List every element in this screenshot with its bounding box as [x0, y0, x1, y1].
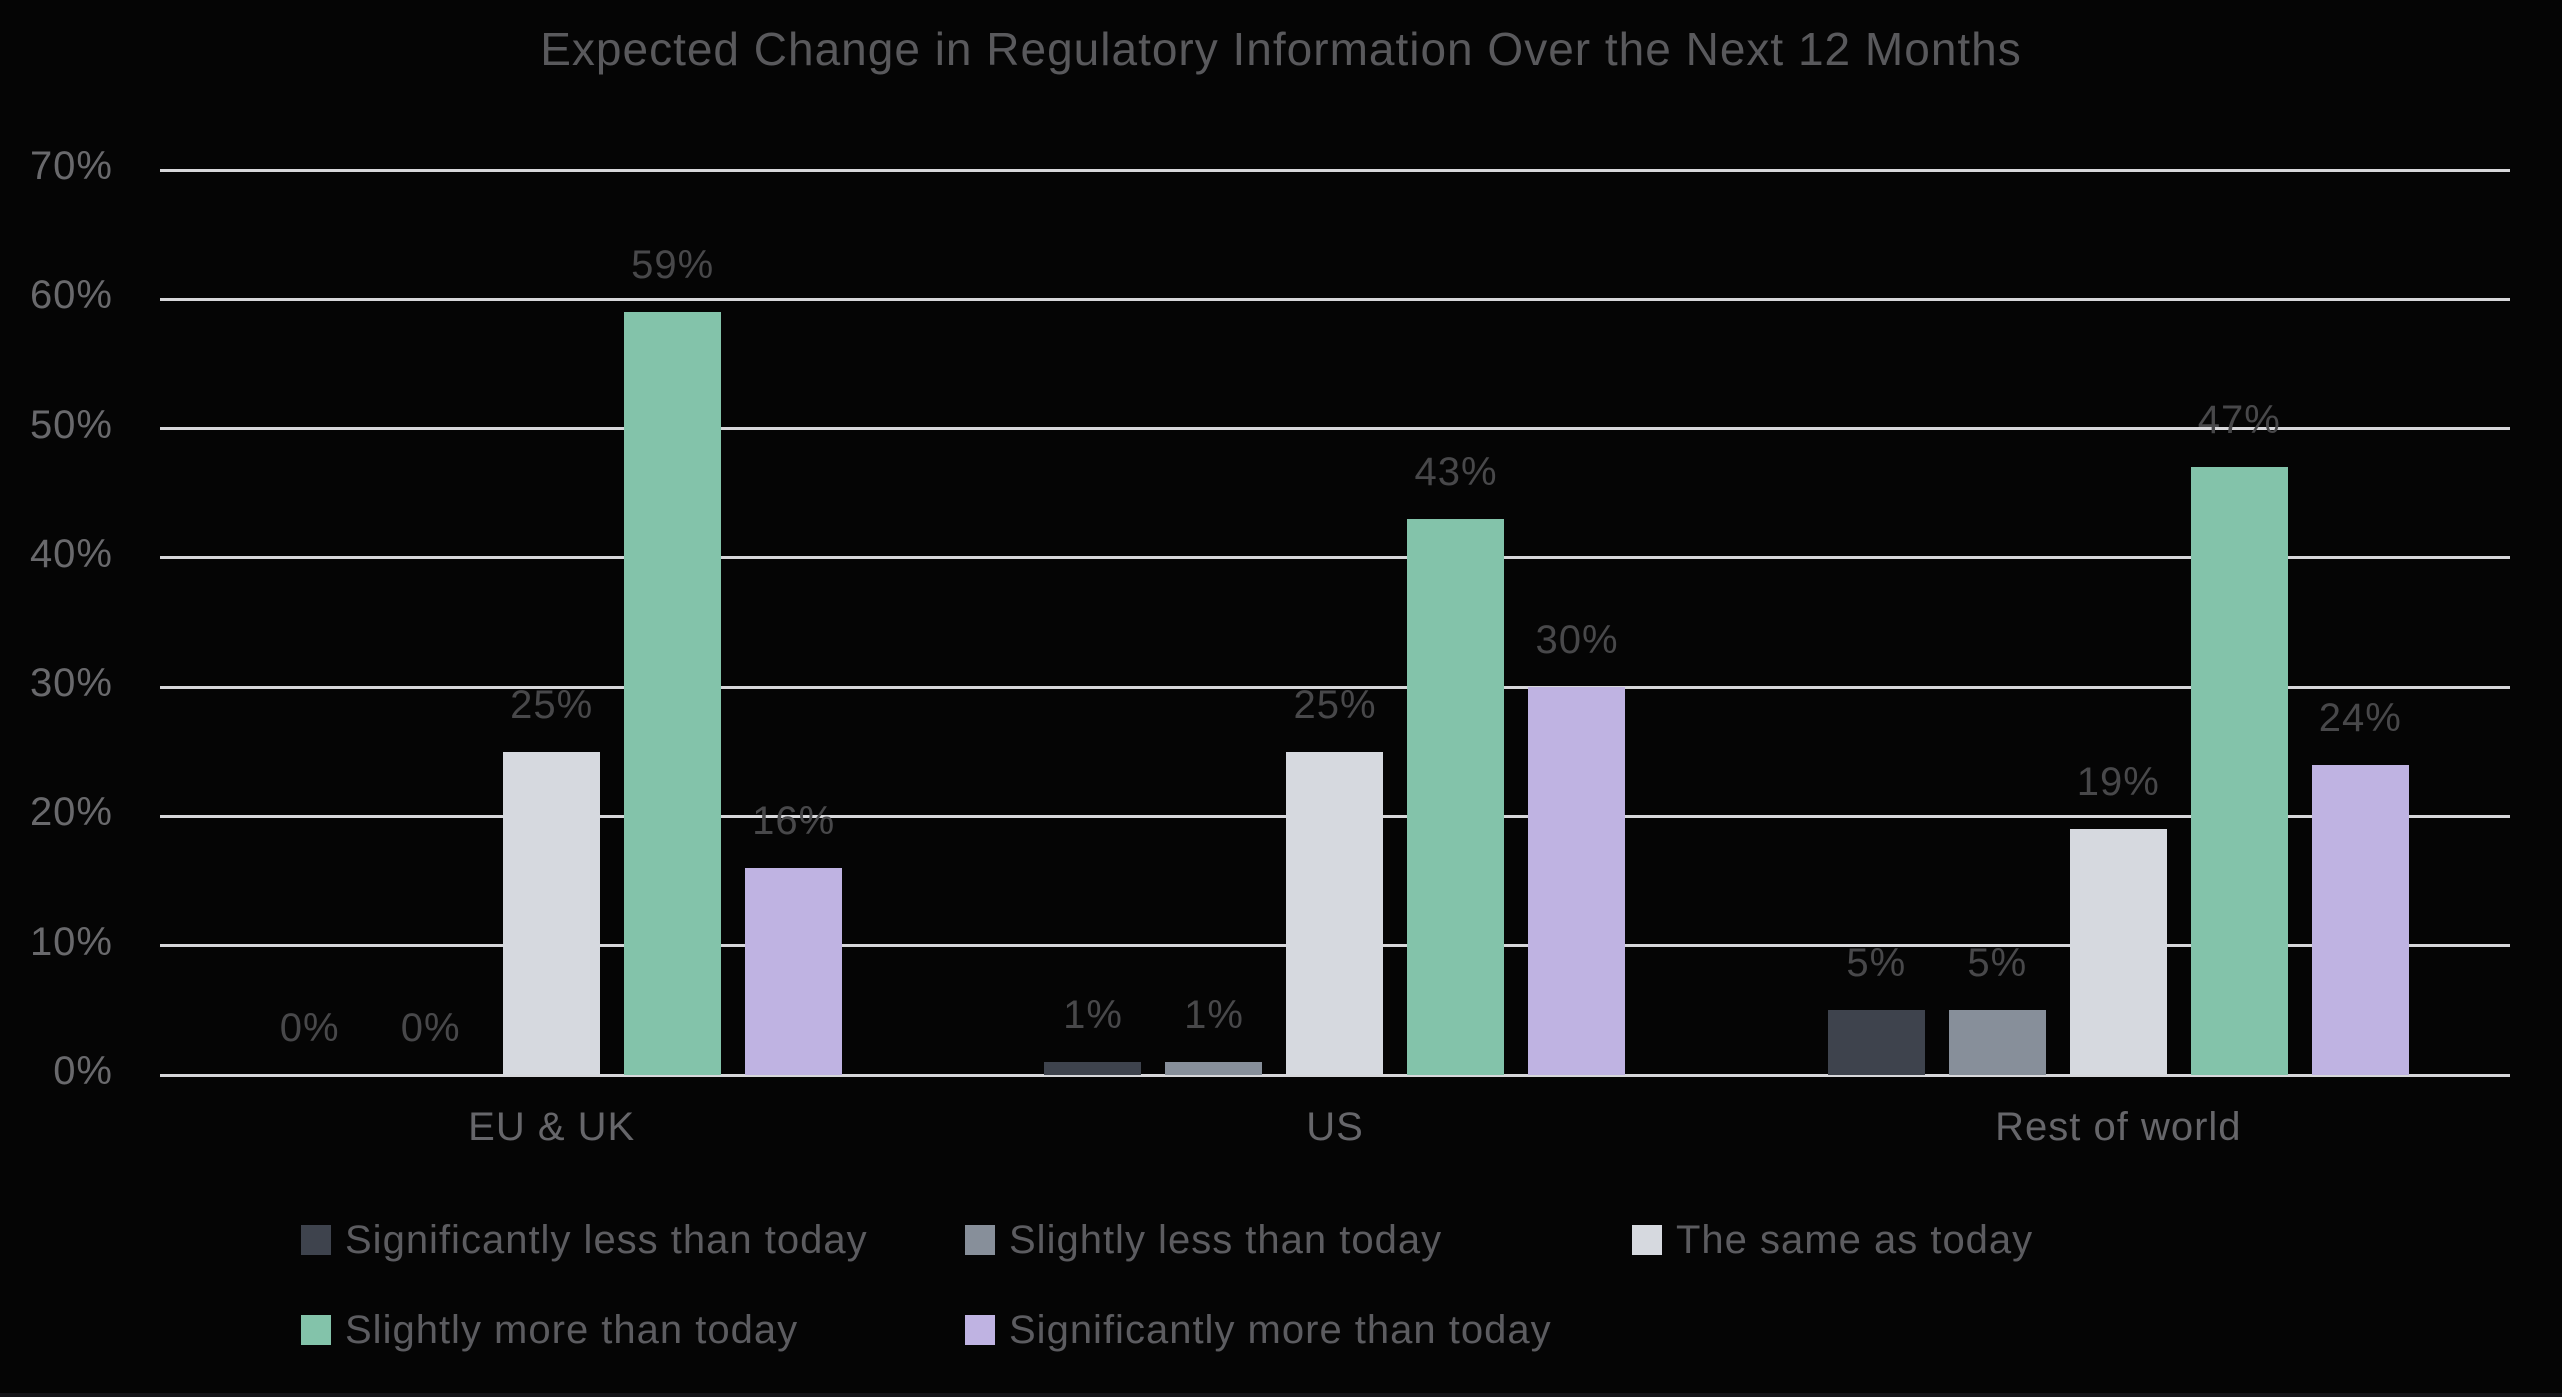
y-axis-tick: 30%	[29, 661, 113, 706]
legend-item[interactable]: Significantly more than today	[965, 1306, 1552, 1354]
chart-title: Expected Change in Regulatory Informatio…	[540, 23, 2022, 75]
bar-slot: 16%	[745, 170, 843, 1075]
bar-value-label: 59%	[631, 243, 715, 288]
bar-value-label: 1%	[1063, 993, 1123, 1038]
bar[interactable]	[1286, 751, 1384, 1075]
bar-slot: 25%	[503, 170, 601, 1075]
bar[interactable]	[1528, 687, 1626, 1075]
bar-slot: 24%	[2311, 170, 2409, 1075]
bar-value-label: 25%	[510, 682, 594, 727]
y-axis-tick: 10%	[29, 919, 113, 964]
bar[interactable]	[624, 312, 722, 1075]
legend-label: Slightly more than today	[345, 1307, 799, 1352]
gridline-0%	[160, 1073, 2510, 1077]
bar-group-rest-of-world: 5% 5% 19% 47% 24%	[1727, 170, 2510, 1075]
bar-value-label: 24%	[2318, 695, 2402, 740]
legend-item[interactable]: Significantly less than today	[301, 1216, 868, 1264]
bar-slot: 0%	[382, 170, 479, 1075]
legend-item[interactable]: Slightly less than today	[965, 1216, 1442, 1264]
bar-slot: 1%	[1165, 170, 1263, 1075]
bar-value-label: 0%	[279, 1006, 340, 1050]
bar[interactable]	[1165, 1062, 1263, 1075]
bar-value-label: 19%	[2076, 760, 2160, 805]
gridline-30%	[160, 685, 2510, 689]
legend-label: Significantly more than today	[1009, 1307, 1552, 1352]
bar[interactable]	[2069, 829, 2167, 1075]
gridline-60%	[160, 297, 2510, 301]
y-axis-tick: 0%	[53, 1049, 113, 1093]
bar-value-label: 0%	[400, 1006, 461, 1050]
bar-slot: 5%	[1948, 170, 2046, 1075]
bar-value-label: 30%	[1535, 618, 1619, 663]
legend-swatch-icon	[301, 1225, 331, 1255]
bar-value-label: 5%	[1846, 941, 1907, 986]
y-axis-tick: 70%	[29, 144, 113, 188]
bar-slot: 0%	[261, 170, 358, 1075]
bar-group-eu-uk: 0% 0% 25% 59% 16%	[160, 170, 943, 1075]
legend-swatch-icon	[965, 1225, 995, 1255]
x-axis-label: Rest of world	[1995, 1105, 2242, 1149]
bar[interactable]	[745, 868, 843, 1075]
bar-value-label: 16%	[752, 799, 836, 844]
bar-value-label: 47%	[2197, 398, 2281, 443]
bar-value-label: 1%	[1184, 993, 1244, 1038]
legend-swatch-icon	[1632, 1225, 1662, 1255]
bar-groups: 0% 0% 25% 59% 16% 1% 1% 25% 43% 30% 5% 5% 19% 47% 24%	[160, 170, 2510, 1075]
bar-slot: 47%	[2190, 170, 2288, 1075]
gridline-70%	[160, 168, 2510, 172]
bar-slot: 43%	[1407, 170, 1505, 1075]
bar-slot: 5%	[1827, 170, 1925, 1075]
y-axis-tick: 60%	[29, 273, 113, 318]
bar-value-label: 5%	[1967, 941, 2028, 986]
bar[interactable]	[2311, 764, 2409, 1075]
bar[interactable]	[1407, 519, 1505, 1075]
bar[interactable]	[1948, 1010, 2046, 1075]
bar-slot: 59%	[624, 170, 722, 1075]
plot-area: 70% 60% 50% 40% 30% 20% 10% 0% 0% 0% 25% 59% 16% 1% 1%…	[30, 144, 2510, 1093]
y-axis-tick: 20%	[29, 790, 113, 835]
bar-slot: 25%	[1286, 170, 1384, 1075]
bar[interactable]	[1044, 1062, 1142, 1075]
legend-label: Slightly less than today	[1009, 1217, 1443, 1262]
bar[interactable]	[1827, 1010, 1925, 1075]
bar-slot: 1%	[1044, 170, 1142, 1075]
y-axis-tick: 40%	[29, 531, 113, 576]
bar-slot: 30%	[1528, 170, 1626, 1075]
bar-slot: 19%	[2069, 170, 2167, 1075]
gridline-40%	[160, 556, 2510, 560]
bar[interactable]	[503, 751, 601, 1075]
x-axis-label: EU & UK	[468, 1105, 636, 1149]
gridline-50%	[160, 427, 2510, 431]
bar[interactable]	[2190, 467, 2288, 1075]
legend-swatch-icon	[965, 1315, 995, 1345]
legend-label: Significantly less than today	[345, 1217, 868, 1262]
legend-item[interactable]: The same as today	[1632, 1216, 2033, 1264]
x-axis-labels: EU & UK US Rest of world	[160, 1105, 2510, 1150]
x-axis-label: US	[1306, 1105, 1364, 1149]
legend-item[interactable]: Slightly more than today	[301, 1306, 798, 1354]
bar-group-us: 1% 1% 25% 43% 30%	[943, 170, 1726, 1075]
bar-value-label: 43%	[1414, 450, 1498, 495]
legend-swatch-icon	[301, 1315, 331, 1345]
y-axis-tick: 50%	[29, 402, 113, 447]
legend-label: The same as today	[1676, 1217, 2034, 1262]
bar-value-label: 25%	[1293, 682, 1377, 727]
